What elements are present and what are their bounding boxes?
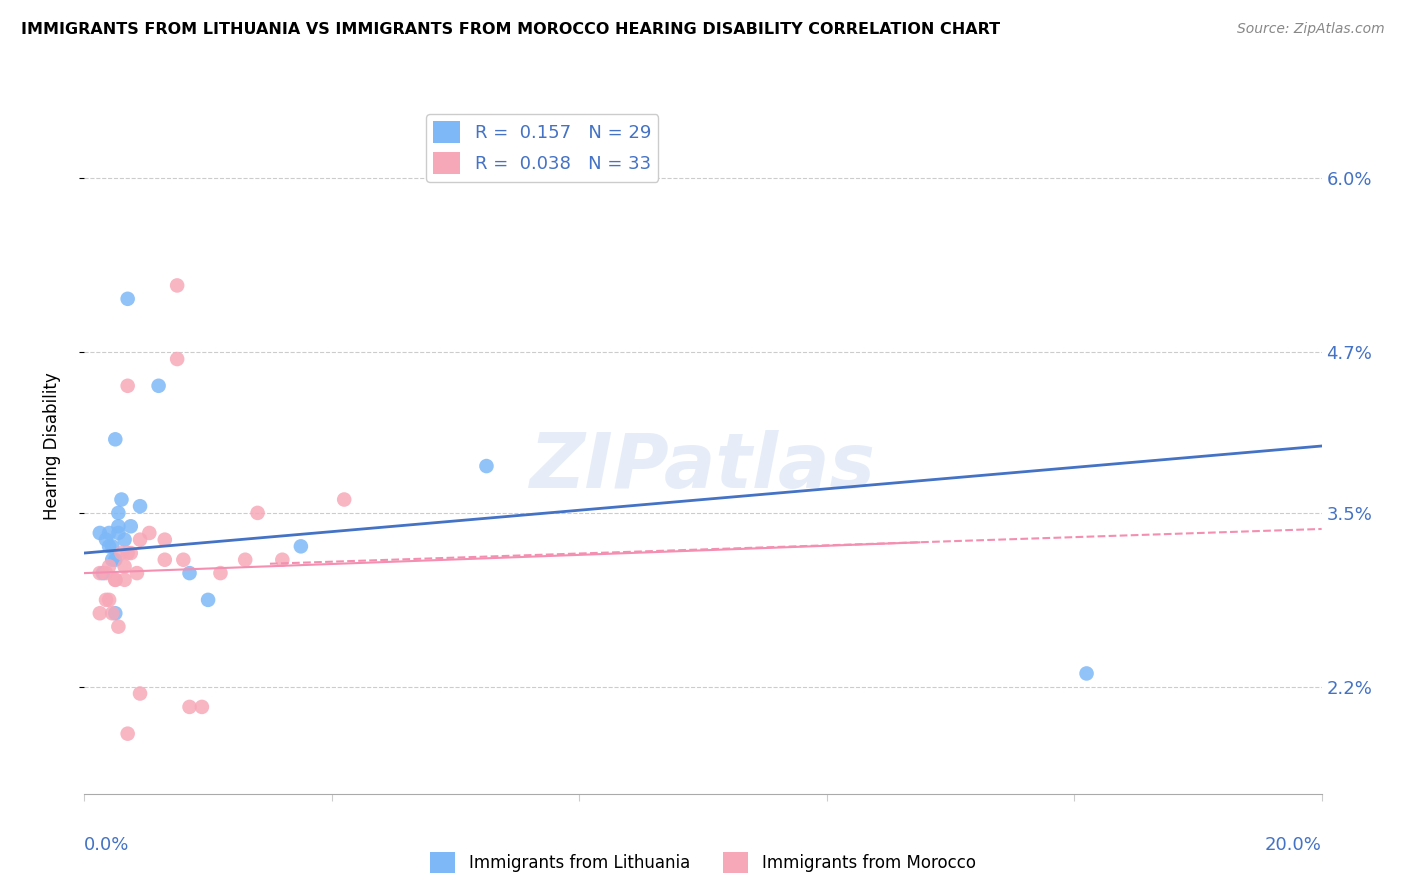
Point — [89, 525, 111, 540]
Point — [114, 533, 136, 547]
Point — [191, 699, 214, 714]
Point — [94, 566, 117, 581]
Point — [98, 559, 121, 574]
Point — [107, 506, 129, 520]
Point — [129, 687, 152, 701]
Point — [98, 525, 121, 540]
Point — [117, 378, 139, 392]
Point — [197, 592, 219, 607]
Text: 0.0%: 0.0% — [84, 836, 129, 854]
Point — [110, 492, 132, 507]
Point — [101, 552, 124, 567]
Point — [101, 607, 124, 621]
Point — [104, 552, 127, 567]
Point — [94, 592, 117, 607]
Point — [271, 552, 294, 567]
Point — [179, 699, 201, 714]
Point — [110, 546, 132, 560]
Point — [129, 500, 152, 514]
Point — [179, 566, 201, 581]
Point — [89, 566, 111, 581]
Point — [153, 533, 176, 547]
Point — [475, 458, 498, 473]
Point — [104, 607, 127, 621]
Text: 20.0%: 20.0% — [1265, 836, 1322, 854]
Point — [138, 525, 160, 540]
Point — [104, 433, 127, 447]
Point — [172, 552, 194, 567]
Point — [101, 539, 124, 553]
Point — [114, 573, 136, 587]
Point — [104, 573, 127, 587]
Point — [246, 506, 269, 520]
Point — [107, 525, 129, 540]
Point — [120, 519, 142, 533]
Point — [166, 278, 188, 293]
Point — [148, 378, 170, 392]
Point — [91, 566, 114, 581]
Text: ZIPatlas: ZIPatlas — [530, 430, 876, 504]
Point — [117, 292, 139, 306]
Point — [290, 539, 312, 553]
Point — [125, 566, 148, 581]
Point — [98, 539, 121, 553]
Point — [117, 546, 139, 560]
Legend: Immigrants from Lithuania, Immigrants from Morocco: Immigrants from Lithuania, Immigrants fr… — [423, 846, 983, 880]
Point — [166, 351, 188, 366]
Text: IMMIGRANTS FROM LITHUANIA VS IMMIGRANTS FROM MOROCCO HEARING DISABILITY CORRELAT: IMMIGRANTS FROM LITHUANIA VS IMMIGRANTS … — [21, 22, 1000, 37]
Point — [94, 533, 117, 547]
Point — [1076, 666, 1098, 681]
Point — [333, 492, 356, 507]
Point — [120, 546, 142, 560]
Point — [89, 607, 111, 621]
Point — [209, 566, 232, 581]
Text: Source: ZipAtlas.com: Source: ZipAtlas.com — [1237, 22, 1385, 37]
Point — [107, 519, 129, 533]
Point — [107, 619, 129, 633]
Y-axis label: Hearing Disability: Hearing Disability — [42, 372, 60, 520]
Point — [114, 559, 136, 574]
Point — [129, 533, 152, 547]
Legend: R =  0.157   N = 29, R =  0.038   N = 33: R = 0.157 N = 29, R = 0.038 N = 33 — [426, 114, 658, 182]
Point — [233, 552, 256, 567]
Point — [117, 726, 139, 740]
Point — [153, 552, 176, 567]
Point — [98, 592, 121, 607]
Point — [104, 573, 127, 587]
